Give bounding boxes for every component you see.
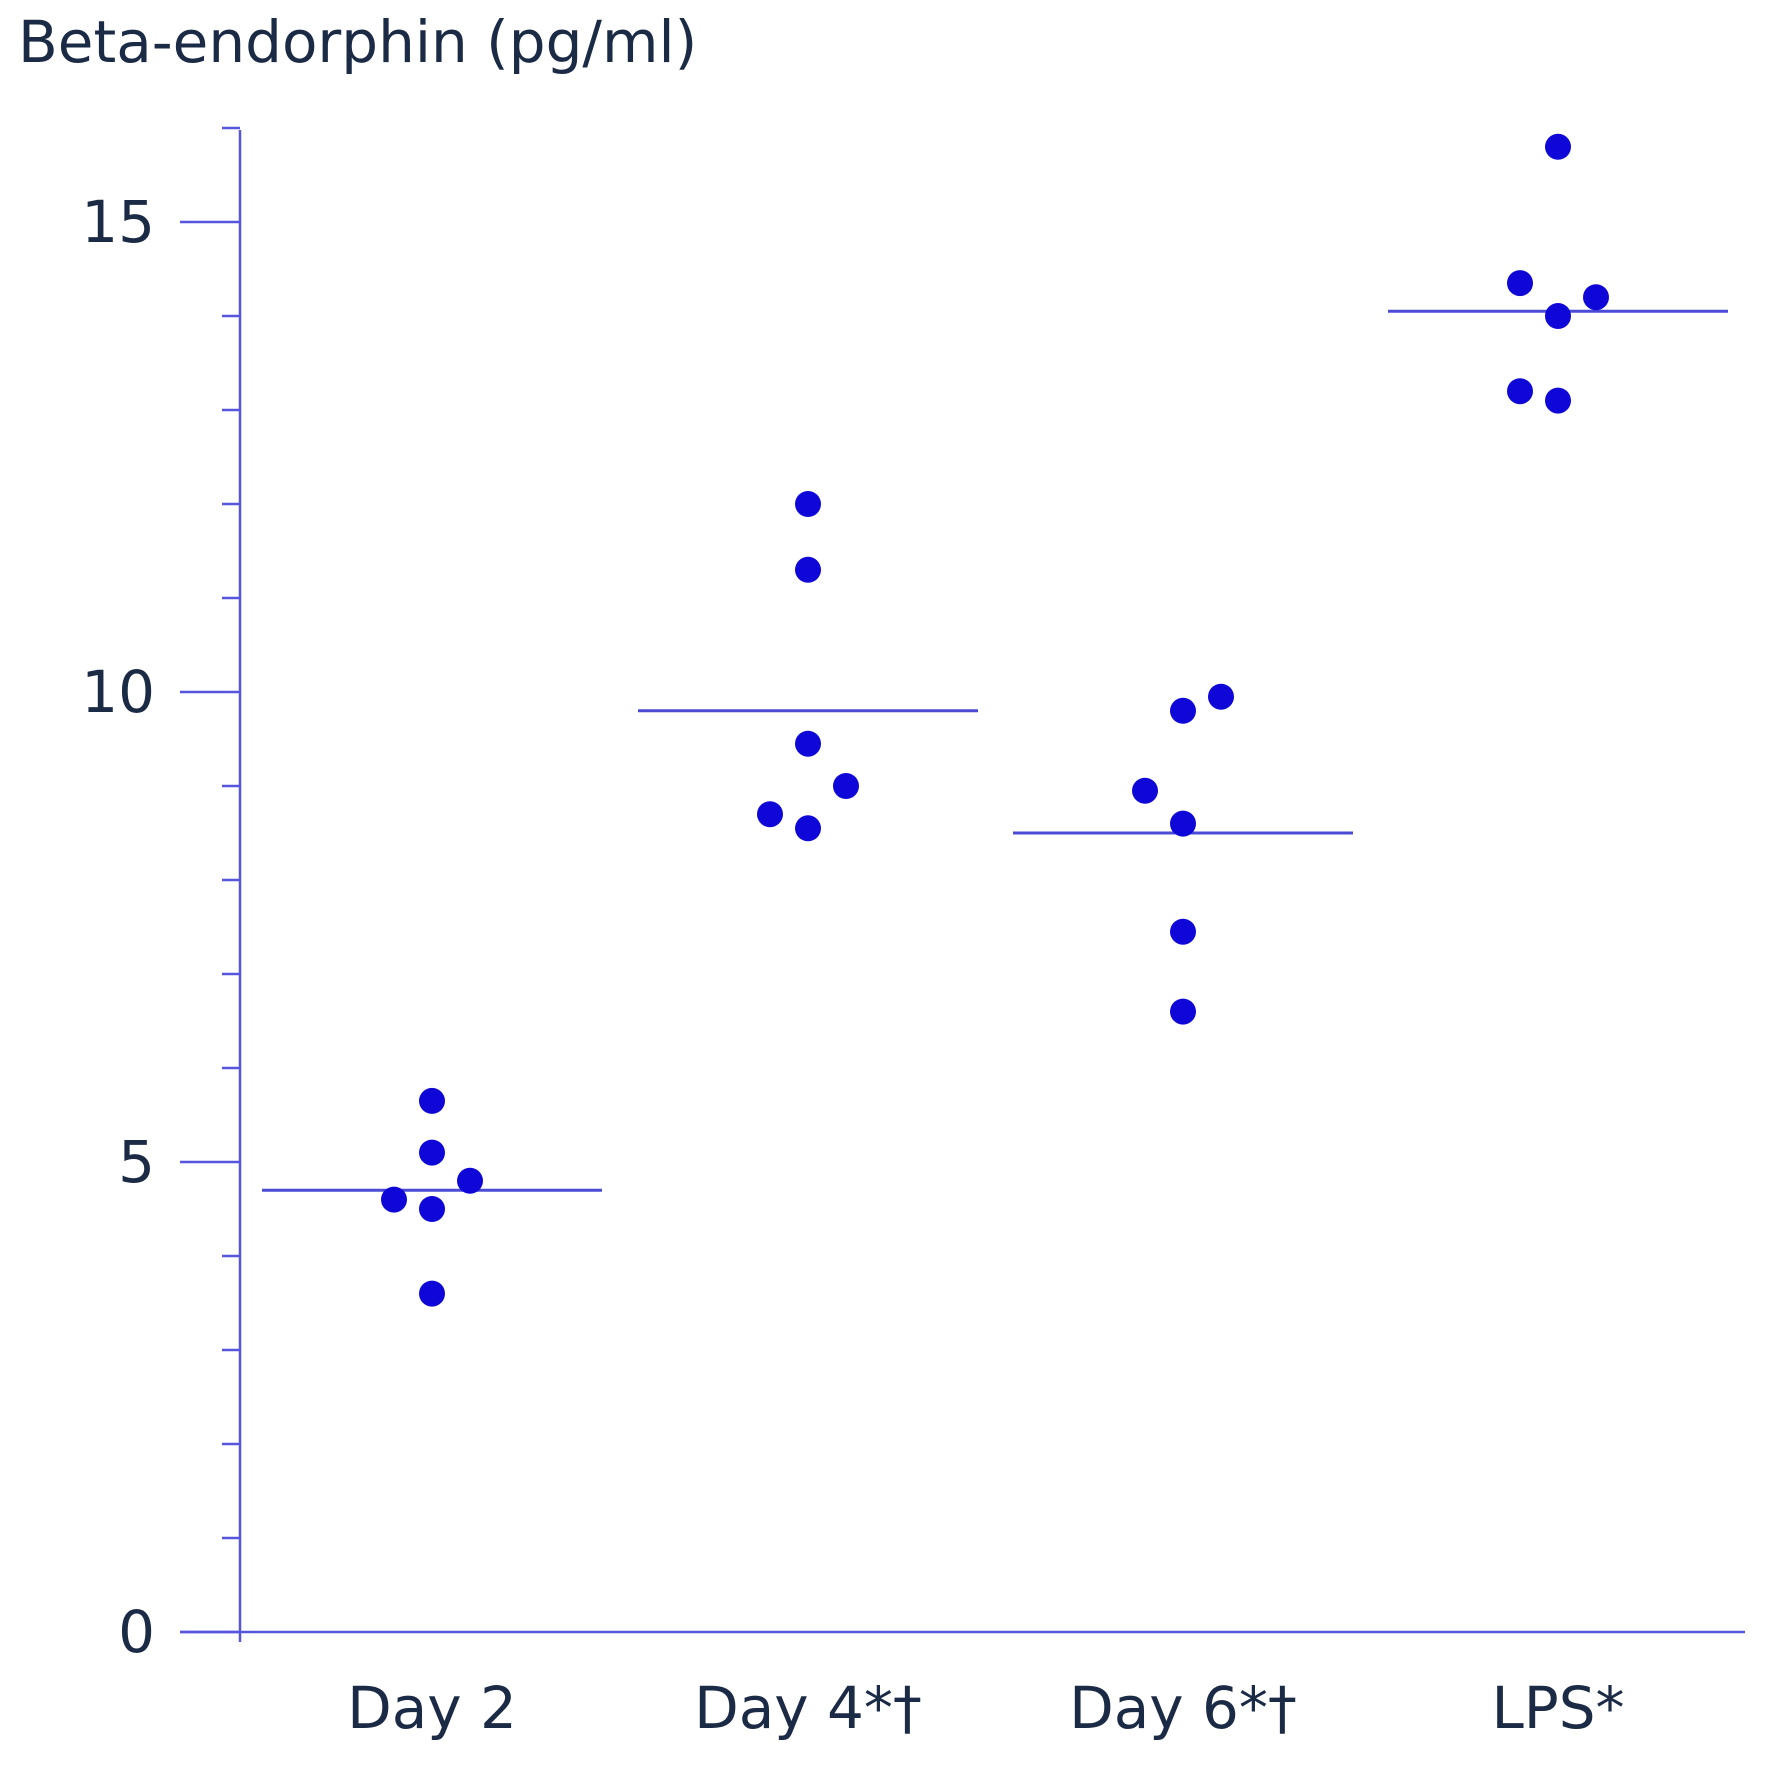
data-point-group-3-3 bbox=[1132, 777, 1158, 804]
y-tick-label-15: 15 bbox=[81, 188, 155, 256]
data-point-group-1-5 bbox=[419, 1196, 445, 1222]
data-point-group-1-2 bbox=[419, 1139, 445, 1166]
data-point-group-3-1 bbox=[1208, 683, 1234, 710]
data-point-group-3-5 bbox=[1170, 918, 1196, 945]
y-tick-label-0: 0 bbox=[118, 1598, 155, 1666]
y-tick-label-5: 5 bbox=[118, 1128, 155, 1196]
data-point-group-1-1 bbox=[419, 1087, 445, 1114]
data-point-group-4-6 bbox=[1545, 387, 1571, 414]
data-point-group-2-4 bbox=[833, 773, 859, 799]
category-label-3: Day 6*† bbox=[1069, 1674, 1297, 1742]
category-label-4: LPS* bbox=[1491, 1674, 1624, 1742]
data-point-group-1-3 bbox=[457, 1167, 483, 1194]
data-point-group-3-4 bbox=[1170, 810, 1196, 837]
data-point-group-4-5 bbox=[1507, 378, 1533, 405]
category-labels: Day 2 Day 4*† Day 6*† LPS* bbox=[347, 1674, 1624, 1742]
data-point-group-3-6 bbox=[1170, 998, 1196, 1025]
data-point-group-4-2 bbox=[1507, 270, 1533, 297]
data-point-group-2-2 bbox=[795, 556, 821, 583]
data-point-group-1-4 bbox=[381, 1186, 407, 1213]
data-point-group-2-1 bbox=[795, 491, 821, 517]
data-point-group-4-1 bbox=[1545, 133, 1571, 160]
y-tick-label-10: 10 bbox=[81, 658, 155, 726]
group-mean-lines bbox=[262, 309, 1728, 1192]
data-points bbox=[381, 133, 1609, 1307]
y-axis-ticks: 0 5 10 15 bbox=[81, 126, 240, 1666]
data-point-group-4-4 bbox=[1545, 303, 1571, 329]
data-point-group-1-6 bbox=[419, 1280, 445, 1307]
chart-title: Beta-endorphin (pg/ml) bbox=[18, 8, 697, 76]
data-point-group-4-3 bbox=[1583, 284, 1609, 311]
data-point-group-2-3 bbox=[795, 730, 821, 757]
data-point-group-2-6 bbox=[795, 815, 821, 842]
category-label-2: Day 4*† bbox=[694, 1674, 922, 1742]
data-point-group-3-2 bbox=[1170, 697, 1196, 724]
data-point-group-2-5 bbox=[757, 801, 783, 828]
category-label-1: Day 2 bbox=[347, 1674, 517, 1742]
